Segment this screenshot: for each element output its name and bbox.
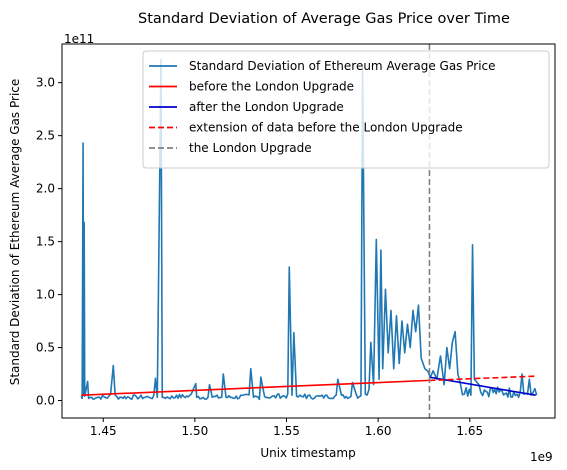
x-tick-label: 1.55 [273, 424, 300, 438]
legend-item-extension-label: extension of data before the London Upgr… [189, 121, 463, 135]
legend-item-london-upgrade-label: the London Upgrade [189, 141, 312, 155]
plot-area [80, 44, 538, 418]
y-offset-label: 1e11 [64, 32, 94, 46]
legend: Standard Deviation of Ethereum Average G… [142, 50, 550, 169]
y-tick-label: 1.0 [36, 288, 55, 302]
legend-item-after-london-label: after the London Upgrade [189, 100, 344, 114]
legend-item-gas-price-std-label: Standard Deviation of Ethereum Average G… [189, 59, 496, 73]
series-line-gas-price-std [80, 58, 538, 401]
x-tick-label: 1.60 [365, 424, 392, 438]
x-axis-label: Unix timestamp [260, 446, 355, 460]
legend-item-before-london-label: before the London Upgrade [189, 80, 354, 94]
x-tick-label: 1.45 [90, 424, 117, 438]
x-tick-label: 1.65 [456, 424, 483, 438]
plot-frame [61, 43, 556, 419]
y-tick-label: 2.5 [36, 129, 55, 143]
y-tick-label: 2.0 [36, 182, 55, 196]
y-tick-label: 1.5 [36, 235, 55, 249]
x-offset-label: 1e9 [530, 450, 553, 464]
fit-line-after-london [429, 376, 536, 397]
fit-line-before-london [81, 379, 430, 397]
legend-box [142, 50, 550, 169]
x-tick-label: 1.50 [182, 424, 209, 438]
y-axis-label: Standard Deviation of Ethereum Average G… [8, 79, 22, 386]
y-axis-ticks: 0.0 0.5 1.0 1.5 2.0 2.5 3.0 [36, 76, 62, 408]
x-axis-ticks: 1.45 1.50 1.55 1.60 1.65 [90, 418, 483, 438]
y-tick-label: 0.0 [36, 394, 55, 408]
y-tick-label: 0.5 [36, 341, 55, 355]
chart-title: Standard Deviation of Average Gas Price … [138, 11, 510, 27]
y-tick-label: 3.0 [36, 76, 55, 90]
